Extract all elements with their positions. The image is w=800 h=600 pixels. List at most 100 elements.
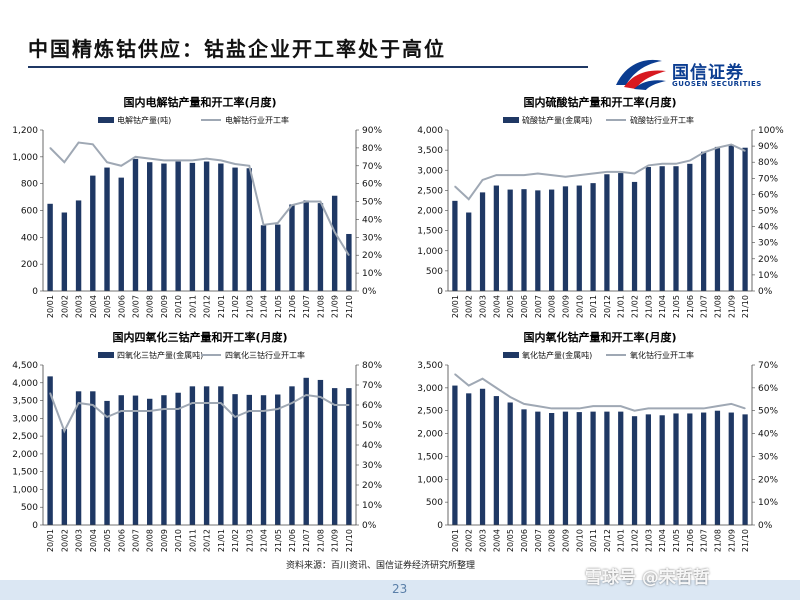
bar	[452, 200, 458, 291]
y-right-tick: 90%	[758, 142, 778, 152]
x-tick-label: 21/10	[741, 295, 750, 318]
legend-label: 硫酸钴产量(金属吨)	[522, 115, 592, 125]
chart-svg: 国内硫酸钴产量和开工率(月度) 硫酸钴产量(金属吨) 硫酸钴行业开工率 0 500 1,0…	[417, 95, 784, 318]
y-left-tick: 4,000	[417, 126, 443, 136]
source-note: 资料来源：百川资讯、国信证券经济研究所整理	[286, 561, 476, 571]
guosen-logo-mark-icon	[616, 59, 666, 90]
bar	[604, 174, 610, 291]
line-point	[744, 407, 746, 410]
y-left-tick: 2,500	[417, 407, 443, 417]
bar	[549, 189, 555, 291]
line-point	[177, 159, 179, 162]
x-tick-label: 20/06	[520, 529, 529, 552]
x-tick-label: 20/08	[548, 295, 557, 318]
line-point	[744, 150, 746, 152]
x-tick-label: 21/01	[617, 529, 626, 552]
watermark: 雪球号 @宋哲哲	[585, 568, 710, 588]
line-point	[675, 407, 677, 410]
bar	[346, 233, 352, 291]
line-point	[481, 378, 484, 380]
y-left-tick: 4,000	[12, 379, 38, 389]
line-point	[234, 416, 236, 418]
x-tick-label: 20/12	[203, 295, 212, 318]
y-left-tick: 500	[426, 498, 443, 508]
line-point	[592, 405, 594, 407]
x-tick-label: 20/05	[103, 295, 112, 318]
x-tick-label: 21/03	[644, 529, 653, 552]
x-tick-label: 21/04	[260, 529, 269, 552]
y-right-tick: 50%	[758, 207, 778, 217]
legend-label: 电解钴产量(吨)	[117, 115, 171, 125]
bar	[75, 200, 82, 291]
bar	[161, 163, 167, 291]
bar	[452, 385, 458, 525]
x-tick-label: 20/12	[603, 295, 612, 318]
bar	[493, 396, 499, 525]
series-line	[454, 373, 746, 412]
x-tick-label: 20/11	[589, 295, 598, 318]
bar	[728, 412, 734, 525]
bar	[466, 212, 472, 291]
x-tick-label: 20/09	[160, 295, 169, 318]
y-right-tick: 30%	[758, 239, 778, 249]
y-right-tick: 60%	[758, 384, 778, 394]
y-right-tick: 40%	[758, 430, 778, 440]
y-left-tick: 1,500	[12, 468, 38, 478]
x-tick-label: 20/02	[465, 295, 474, 318]
bar	[659, 166, 665, 291]
bar	[75, 391, 82, 525]
bar	[701, 412, 707, 525]
line-point	[134, 410, 137, 412]
bar	[289, 204, 295, 291]
line-point	[509, 174, 511, 176]
bar	[175, 392, 181, 525]
y-left-tick: 2,000	[417, 430, 443, 440]
bar	[701, 151, 707, 291]
line-point	[305, 394, 307, 396]
bar	[687, 413, 693, 525]
x-tick-label: 21/06	[686, 295, 695, 318]
line-point	[647, 407, 649, 410]
bar	[90, 391, 96, 525]
bar	[535, 190, 541, 291]
line-point	[77, 141, 80, 144]
y-right-tick: 50%	[362, 421, 382, 431]
line-point	[291, 402, 293, 404]
line-point	[206, 158, 208, 160]
line-point	[481, 179, 484, 181]
bar	[132, 395, 139, 525]
y-right-tick: 70%	[362, 381, 382, 391]
line-point	[633, 410, 636, 412]
line-point	[564, 407, 567, 410]
y-left-tick: 1,000	[417, 247, 443, 257]
bar	[104, 400, 110, 525]
guosen-logo: 国信证券 GUOSEN SECURITIES	[612, 55, 772, 95]
legend-bar-swatch	[98, 352, 114, 358]
line-point	[730, 403, 732, 405]
line-point	[661, 163, 663, 165]
x-tick-label: 20/11	[188, 295, 197, 318]
y-left-tick: 3,500	[12, 397, 38, 407]
x-tick-label: 21/03	[245, 295, 254, 318]
x-tick-label: 21/08	[713, 295, 722, 318]
line-point	[468, 384, 470, 387]
x-tick-label: 21/03	[245, 529, 254, 552]
y-right-tick: 0%	[758, 287, 773, 297]
y-right-tick: 40%	[362, 441, 382, 451]
legend-label: 氧化钴行业开工率	[630, 350, 694, 360]
line-point	[523, 403, 525, 405]
legend-bar-swatch	[503, 117, 519, 123]
x-tick-label: 21/02	[231, 529, 240, 552]
y-right-tick: 0%	[758, 521, 773, 531]
line-point	[334, 404, 336, 406]
x-tick-label: 21/05	[274, 529, 283, 552]
bar	[232, 394, 238, 525]
page-number: 23	[392, 582, 408, 596]
bar	[728, 144, 734, 291]
line-point	[703, 151, 705, 154]
bar	[118, 395, 124, 525]
bar	[61, 212, 68, 291]
x-tick-label: 21/06	[288, 295, 297, 318]
line-point	[77, 402, 80, 404]
x-tick-label: 20/07	[131, 295, 140, 318]
